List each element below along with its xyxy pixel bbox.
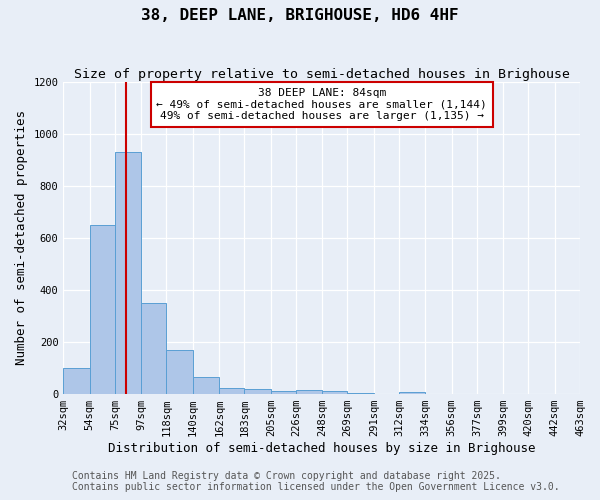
Text: 38, DEEP LANE, BRIGHOUSE, HD6 4HF: 38, DEEP LANE, BRIGHOUSE, HD6 4HF (141, 8, 459, 22)
Bar (115, 152, 142, 394)
Bar (166, 350, 193, 394)
Bar (399, 392, 425, 394)
Bar (322, 392, 347, 394)
Text: 38 DEEP LANE: 84sqm
← 49% of semi-detached houses are smaller (1,144)
49% of sem: 38 DEEP LANE: 84sqm ← 49% of semi-detach… (157, 88, 487, 121)
Bar (219, 388, 244, 394)
Bar (142, 303, 166, 394)
Bar (244, 390, 271, 394)
Text: Contains HM Land Registry data © Crown copyright and database right 2025.
Contai: Contains HM Land Registry data © Crown c… (72, 471, 560, 492)
Bar (193, 377, 219, 394)
Y-axis label: Number of semi-detached properties: Number of semi-detached properties (15, 110, 28, 366)
Bar (90, 225, 115, 394)
Bar (271, 392, 296, 394)
Bar (64, 368, 90, 394)
Title: Size of property relative to semi-detached houses in Brighouse: Size of property relative to semi-detach… (74, 68, 570, 80)
Bar (296, 390, 322, 394)
X-axis label: Distribution of semi-detached houses by size in Brighouse: Distribution of semi-detached houses by … (108, 442, 535, 455)
